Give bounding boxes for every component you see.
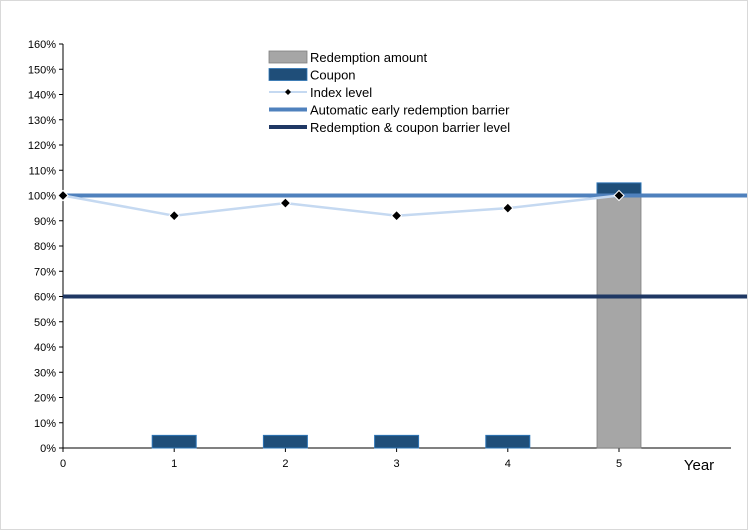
x-tick-label: 0	[60, 458, 66, 470]
legend-swatch-marker	[285, 89, 291, 95]
coupon-bar	[262, 434, 308, 449]
legend-label: Redemption & coupon barrier level	[310, 120, 510, 135]
y-tick-label: 40%	[34, 342, 56, 354]
index-level-line	[62, 194, 620, 217]
y-tick-label: 120%	[28, 140, 56, 152]
y-tick-label: 20%	[34, 393, 56, 405]
y-tick-label: 140%	[28, 90, 56, 102]
x-tick-label: 1	[171, 458, 177, 470]
y-tick-label: 100%	[28, 191, 56, 203]
y-tick-label: 70%	[34, 266, 56, 278]
legend-label: Index level	[310, 85, 372, 100]
legend-label: Coupon	[310, 68, 356, 83]
y-tick-label: 60%	[34, 292, 56, 304]
legend-label: Redemption amount	[310, 50, 427, 65]
y-tick-label: 30%	[34, 367, 56, 379]
y-tick-label: 130%	[28, 115, 56, 127]
index-level-point	[502, 202, 514, 214]
y-tick-label: 80%	[34, 241, 56, 253]
y-tick-label: 110%	[29, 165, 57, 177]
index-level-point	[57, 189, 69, 202]
y-tick-label: 50%	[34, 317, 56, 329]
redemption-bar	[596, 195, 642, 449]
y-tick-label: 150%	[28, 64, 56, 76]
index-level-point	[613, 189, 625, 202]
y-tick-label: 10%	[34, 418, 56, 430]
x-axis-title: Year	[684, 457, 714, 474]
index-level-point	[168, 209, 180, 222]
coupon-bar	[151, 434, 197, 449]
coupon-bar	[485, 434, 531, 449]
x-tick-label: 2	[282, 458, 288, 470]
legend-swatch	[268, 50, 308, 64]
legend-swatch	[268, 68, 308, 81]
index-level-point	[390, 209, 403, 222]
x-tick-label: 4	[505, 458, 511, 470]
y-tick-label: 160%	[28, 39, 56, 51]
y-tick-label: 0%	[40, 443, 56, 455]
index-level-point	[279, 197, 292, 209]
coupon-bar	[374, 434, 420, 449]
legend-label: Automatic early redemption barrier	[310, 103, 510, 118]
x-tick-label: 3	[394, 458, 400, 470]
x-tick-label: 5	[616, 458, 622, 470]
y-tick-label: 90%	[34, 216, 56, 228]
